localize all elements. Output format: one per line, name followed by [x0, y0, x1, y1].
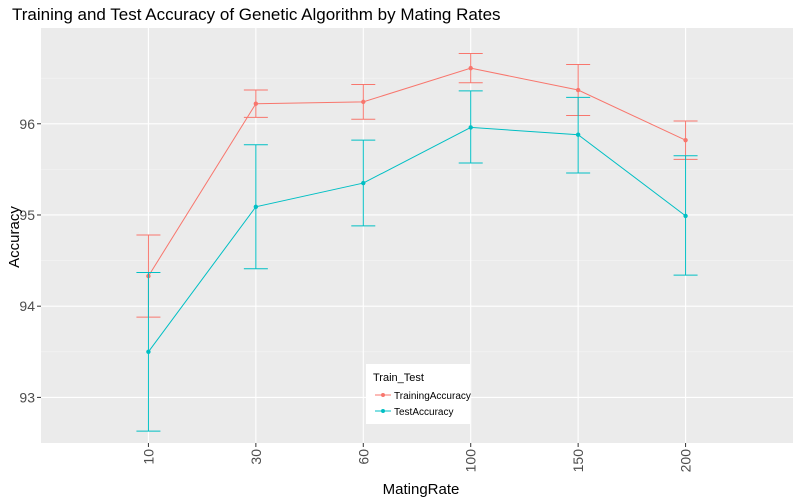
data-point	[253, 101, 259, 106]
series-TestAccuracy	[136, 90, 698, 432]
x-tick-label: 150	[570, 449, 586, 473]
data-point	[575, 132, 581, 137]
x-tick-label: 100	[463, 449, 479, 473]
y-tick-label: 96	[19, 116, 35, 132]
data-point	[575, 87, 581, 93]
x-axis: 10 30 60 100 150 200	[140, 443, 694, 473]
legend-label-test: TestAccuracy	[394, 407, 453, 418]
y-tick-label: 95	[19, 207, 35, 223]
data-point	[253, 204, 259, 209]
series-layer	[136, 53, 698, 432]
legend-key-point-test	[381, 409, 385, 413]
x-tick-label: 200	[678, 449, 694, 473]
legend: Train_Test TrainingAccuracy TestAccuracy	[366, 364, 471, 424]
data-point	[146, 349, 151, 354]
y-tick-label: 94	[19, 298, 35, 314]
legend-title: Train_Test	[373, 372, 424, 384]
x-tick-label: 30	[248, 449, 264, 465]
series-TrainingAccuracy	[136, 53, 698, 318]
minor-grid	[41, 77, 793, 353]
series-line	[148, 126, 686, 353]
data-point	[468, 125, 473, 130]
y-axis-title: Accuracy	[6, 206, 23, 268]
y-axis: 93 94 95 96	[19, 116, 41, 405]
data-point	[683, 137, 688, 143]
data-point	[683, 213, 688, 219]
data-point	[361, 180, 366, 186]
x-tick-label: 10	[140, 449, 156, 465]
data-point	[361, 99, 366, 105]
series-line	[148, 67, 686, 277]
chart-title: Training and Test Accuracy of Genetic Al…	[12, 5, 501, 24]
x-axis-title: MatingRate	[383, 481, 460, 498]
x-tick-label: 60	[355, 449, 371, 465]
y-tick-label: 93	[19, 389, 35, 405]
legend-key-point-training	[381, 393, 385, 397]
data-point	[468, 65, 473, 71]
legend-label-training: TrainingAccuracy	[394, 391, 471, 402]
